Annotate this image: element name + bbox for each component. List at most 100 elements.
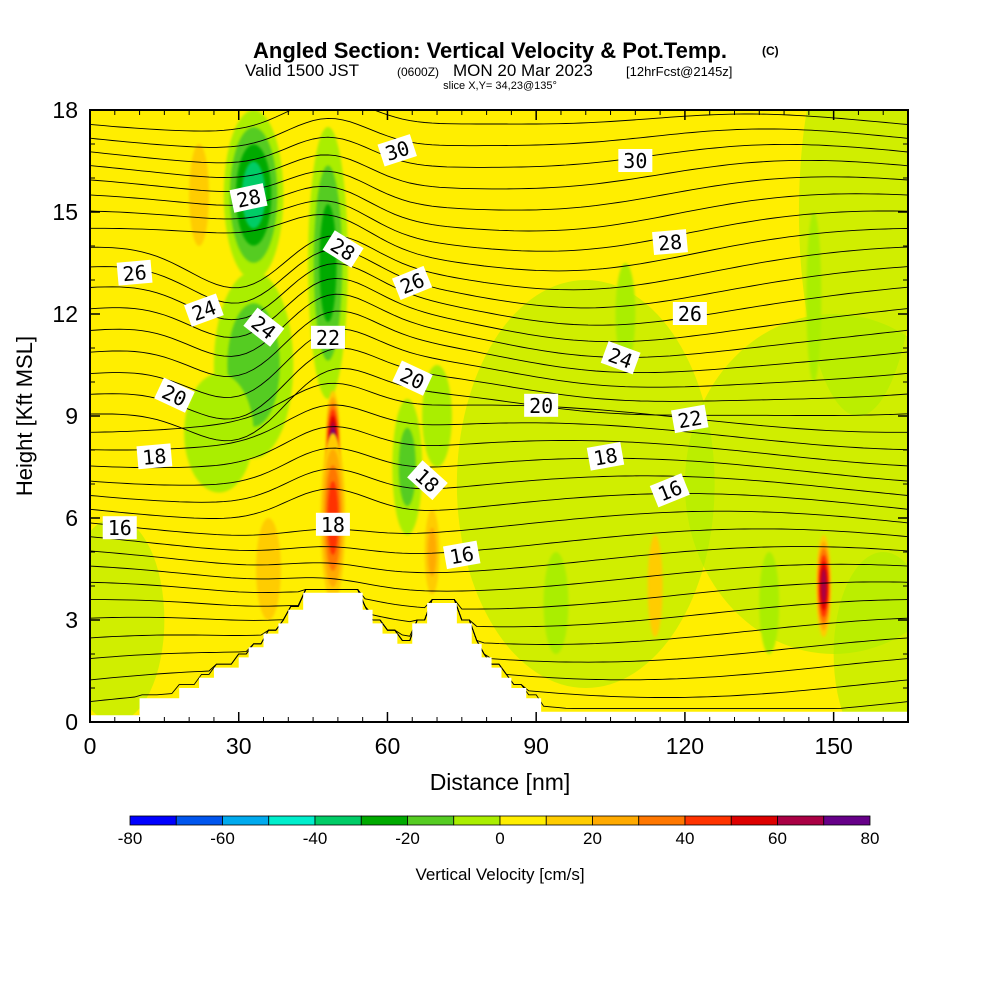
contour-label-text: 16 xyxy=(108,516,132,540)
contour-label-text: 26 xyxy=(122,260,148,286)
isentrope-line xyxy=(90,170,908,211)
x-tick-label: 150 xyxy=(814,733,852,759)
axes: 0 30 60 90 120 150 0 3 6 9 12 15 18 xyxy=(52,97,908,759)
colorbar-swatch xyxy=(360,815,408,826)
isentrope-line xyxy=(90,581,908,610)
contour-label-text: 26 xyxy=(678,302,702,326)
isentrope-line xyxy=(90,200,908,252)
isentrope-line xyxy=(90,154,908,190)
colorbar-swatch xyxy=(314,815,362,826)
contour-label-text: 18 xyxy=(141,444,167,470)
contour-label: 26 xyxy=(116,259,153,286)
velocity-cell xyxy=(319,204,337,322)
x-axis-title: Distance [nm] xyxy=(430,769,571,795)
contour-label-box xyxy=(649,473,690,508)
colorbar-tick-label: 20 xyxy=(583,829,602,848)
contour-label: 22 xyxy=(310,325,345,350)
isentrope-line xyxy=(90,328,908,398)
y-tick-label: 15 xyxy=(52,199,78,225)
colorbar-swatch xyxy=(823,815,871,826)
contour-label-box xyxy=(116,259,153,286)
contour-label: 22 xyxy=(671,404,709,434)
colorbar-tick-label: -40 xyxy=(303,829,328,848)
contour-label: 30 xyxy=(618,149,653,173)
contour-label-box xyxy=(310,325,345,349)
isentrope-line xyxy=(90,249,908,309)
contour-label-box xyxy=(671,404,709,434)
contour-label-box xyxy=(136,443,173,470)
contour-label-box xyxy=(154,377,195,413)
isentrope-line xyxy=(90,263,908,326)
contour-label-text: 28 xyxy=(657,230,683,256)
contour-label: 18 xyxy=(315,512,350,537)
isentrope-line xyxy=(90,185,908,232)
slice-info: slice X,Y= 34,23@135° xyxy=(443,80,557,92)
contour-label-text: 18 xyxy=(592,443,620,471)
isentrope-line xyxy=(90,588,908,645)
forecast-info: [12hrFcst@2145z] xyxy=(626,64,732,79)
isentrope-line xyxy=(90,367,908,442)
contour-label-box xyxy=(392,360,433,396)
contour-label-box xyxy=(377,134,417,167)
colorbar-swatch xyxy=(268,815,316,826)
velocity-cell xyxy=(427,527,437,577)
x-tick-label: 60 xyxy=(375,733,401,759)
isentrope-line xyxy=(90,214,908,272)
y-tick-label: 9 xyxy=(65,403,78,429)
terrain xyxy=(90,592,908,722)
valid-utc: (0600Z) xyxy=(397,65,439,79)
contour-label-box xyxy=(586,442,625,471)
contour-label-box xyxy=(524,393,559,417)
y-tick-label: 0 xyxy=(65,709,78,735)
isentrope-line xyxy=(90,468,908,503)
x-tick-label: 0 xyxy=(84,733,97,759)
contour-label: 18 xyxy=(586,442,625,471)
colorbar-swatch xyxy=(730,815,778,826)
y-tick-label: 3 xyxy=(65,607,78,633)
colorbar-swatch xyxy=(499,815,547,826)
contour-label: 28 xyxy=(229,183,268,213)
contour-label: 20 xyxy=(524,393,559,418)
contour-label-text: 28 xyxy=(234,184,263,212)
colorbar-swatch xyxy=(592,815,640,826)
contour-label: 24 xyxy=(183,293,224,327)
isentrope-line xyxy=(90,293,908,358)
y-tick-label: 12 xyxy=(52,301,78,327)
colorbar-swatch xyxy=(129,815,177,826)
y-tick-label: 6 xyxy=(65,505,78,531)
isentrope-line xyxy=(90,136,908,168)
contour-label: 26 xyxy=(391,265,433,300)
contour-label-box xyxy=(229,183,268,213)
isentrope-line xyxy=(90,447,908,486)
colorbar: -80 -60 -40 -20 0 20 40 60 80 xyxy=(118,815,879,848)
colorbar-swatch xyxy=(407,815,455,826)
isentrope-line xyxy=(90,510,908,536)
velocity-band xyxy=(833,552,908,722)
colorbar-swatch xyxy=(453,815,501,826)
chart-title: Angled Section: Vertical Velocity & Pot.… xyxy=(253,38,727,63)
contour-label-box xyxy=(672,302,707,325)
contour-label-text: 22 xyxy=(676,405,704,433)
contour-label-box xyxy=(322,230,364,268)
colorbar-title: Vertical Velocity [cm/s] xyxy=(415,865,584,884)
contour-label-box xyxy=(407,460,448,501)
isentrope-line xyxy=(90,117,908,148)
contour-label: 28 xyxy=(652,229,688,256)
contour-label-box xyxy=(652,229,688,256)
isentrope-line xyxy=(90,382,908,433)
isentrope-line xyxy=(90,426,908,469)
isentrope-lines xyxy=(90,110,908,709)
colorbar-swatch xyxy=(545,815,593,826)
contour-label-box xyxy=(442,540,481,570)
velocity-cell xyxy=(422,365,452,467)
isentrope-line xyxy=(90,588,908,628)
colorbar-tick-label: -20 xyxy=(395,829,420,848)
contour-label-text: 30 xyxy=(623,149,647,173)
contour-label-box xyxy=(315,512,350,536)
contour-label-text: 22 xyxy=(316,326,340,350)
copyright-mark: (C) xyxy=(762,44,779,58)
contour-label: 18 xyxy=(136,443,173,470)
isentrope-line xyxy=(90,347,908,420)
isentrope-line xyxy=(90,588,908,663)
